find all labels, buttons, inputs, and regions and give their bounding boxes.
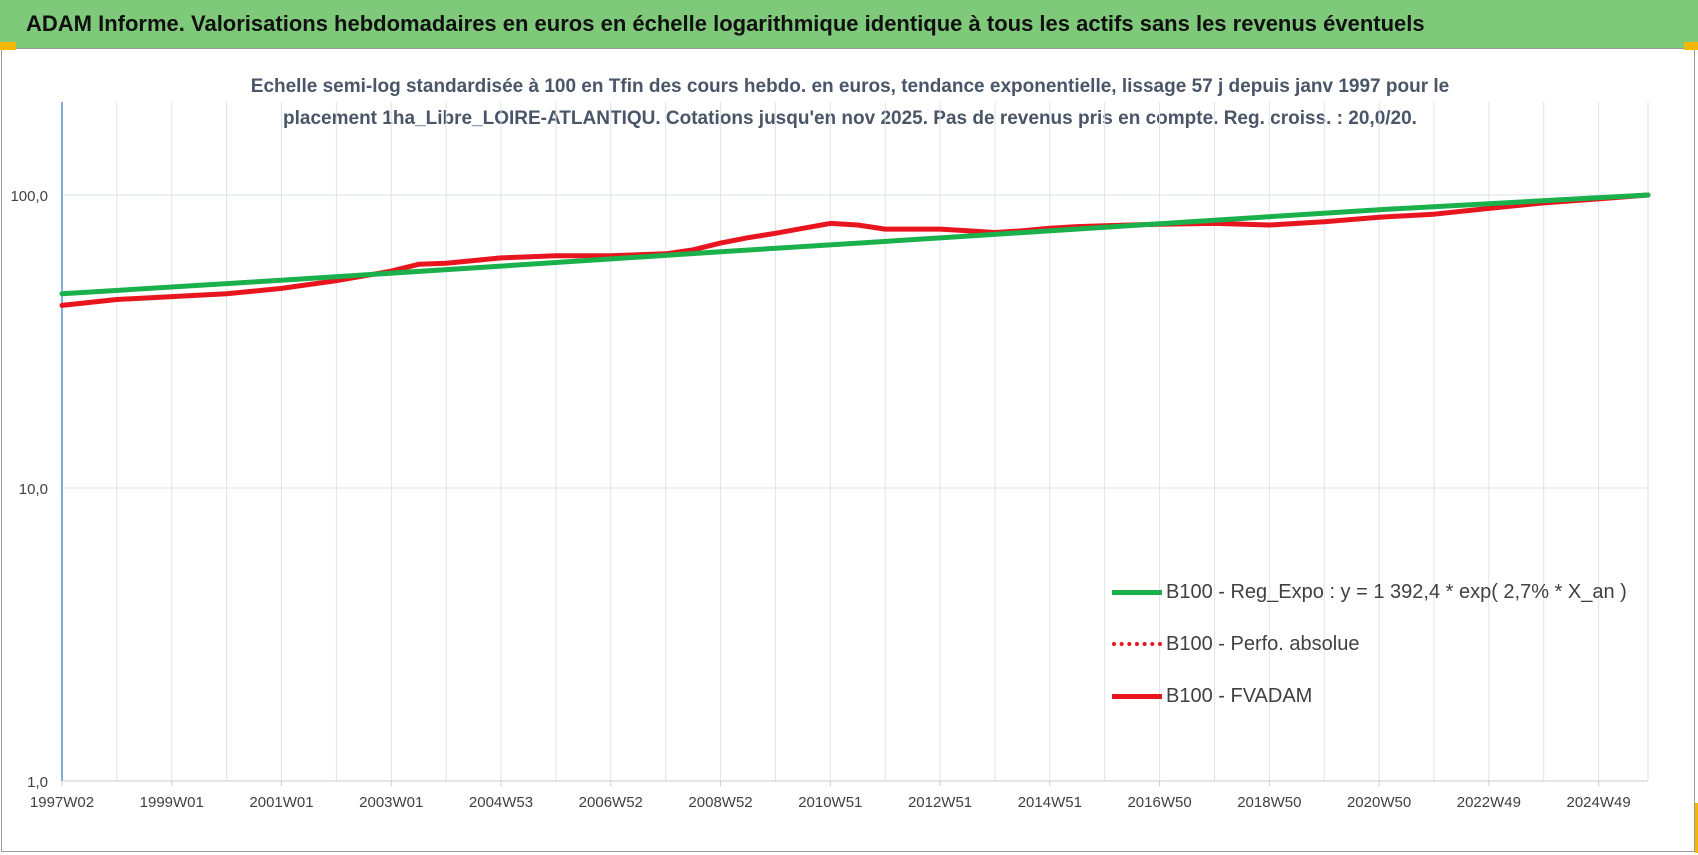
legend-item-perfo-absolue: B100 - Perfo. absolue	[1112, 618, 1627, 670]
chart-frame	[1, 48, 1695, 852]
chart-subtitle-line-2: placement 1ha_Libre_LOIRE-ATLANTIQU. Cot…	[283, 108, 1417, 129]
x-tick-label: 2020W50	[1347, 794, 1411, 811]
legend-swatch-perfo-absolue	[1112, 642, 1162, 646]
corner-mark-top-left	[0, 42, 16, 50]
x-tick-label: 2022W49	[1457, 794, 1521, 811]
series-line-fvadam	[59, 192, 1651, 308]
chart-axes: 1,0 10,0 100,0 1997W02 1999W01 2001W01 2003W01…	[10, 102, 1648, 811]
x-tick-label: 1997W02	[30, 794, 94, 811]
x-tick-label: 2014W51	[1018, 794, 1082, 811]
legend-label-fvadam: B100 - FVADAM	[1166, 684, 1313, 707]
x-tick-label: 2016W50	[1127, 794, 1191, 811]
legend-label-reg-expo: B100 - Reg_Expo : y = 1 392,4 * exp( 2,7…	[1166, 580, 1627, 603]
chart-series	[59, 192, 1651, 308]
chart-subtitle-line-1: Echelle semi-log standardisée à 100 en T…	[250, 76, 1450, 97]
corner-mark-top-right	[1684, 42, 1698, 50]
legend-swatch-fvadam	[1112, 693, 1162, 699]
x-tick-label: 2004W53	[469, 794, 533, 811]
legend-item-reg-expo: B100 - Reg_Expo : y = 1 392,4 * exp( 2,7…	[1112, 566, 1627, 618]
x-tick-label: 2018W50	[1237, 794, 1301, 811]
series-line-reg-expo	[59, 192, 1651, 297]
y-tick-label: 1,0	[27, 774, 48, 791]
x-tick-label: 2010W51	[798, 794, 862, 811]
x-tick-label: 1999W01	[140, 794, 204, 811]
corner-mark-bottom-right	[1695, 803, 1698, 853]
chart-legend: B100 - Reg_Expo : y = 1 392,4 * exp( 2,7…	[1112, 566, 1627, 722]
x-tick-label: 2008W52	[688, 794, 752, 811]
x-tick-label: 2024W49	[1566, 794, 1630, 811]
x-tick-label: 2003W01	[359, 794, 423, 811]
x-tick-label: 2006W52	[579, 794, 643, 811]
x-tick-label: 2012W51	[908, 794, 972, 811]
legend-swatch-reg-expo	[1112, 589, 1162, 595]
report-title-banner: ADAM Informe. Valorisations hebdomadaire…	[0, 0, 1698, 48]
y-tick-label: 100,0	[10, 188, 48, 205]
report-title: ADAM Informe. Valorisations hebdomadaire…	[26, 11, 1425, 36]
x-tick-label: 2001W01	[249, 794, 313, 811]
legend-label-perfo-absolue: B100 - Perfo. absolue	[1166, 632, 1360, 655]
y-tick-label: 10,0	[19, 481, 48, 498]
legend-item-fvadam: B100 - FVADAM	[1112, 670, 1627, 722]
